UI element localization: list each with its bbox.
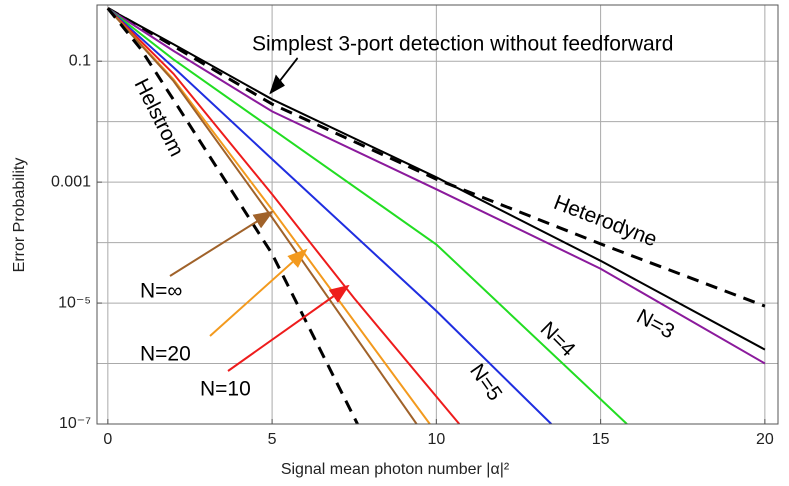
y-axis-label: Error Probability [11,158,28,273]
y-tick-label: 10⁻⁵ [58,294,91,311]
x-tick-label: 20 [756,431,774,448]
x-tick-label: 10 [427,431,445,448]
annotation: N=∞ [140,280,182,303]
y-tick-label: 0.001 [51,173,91,190]
annotation: N=20 [140,343,191,366]
grid [97,5,778,425]
x-tick-label: 15 [592,431,610,448]
series-line [107,6,766,308]
arrow [209,248,308,337]
ticks: 0 5 10 15 20 0.1 0.001 10⁻⁵ 10⁻⁷ [51,52,774,448]
annotation: N=10 [200,378,251,401]
x-tick-label: 0 [103,431,112,448]
arrow [169,210,274,277]
y-tick-label: 10⁻⁷ [59,415,91,432]
x-tick-label: 5 [268,431,277,448]
x-axis-label: Signal mean photon number |α|² [281,461,510,478]
annotation: N=4 [536,317,580,361]
plot-frame [96,4,779,425]
annotation: N=5 [465,360,506,405]
annotation: Simplest 3-port detection without feedfo… [252,33,673,56]
arrow [227,284,350,372]
lines [106,6,766,424]
series-line [107,7,766,365]
series-line [107,7,553,424]
series-line [107,7,418,424]
series-line [107,7,461,424]
arrow [269,57,299,95]
y-tick-label: 0.1 [69,52,91,69]
series-line [107,7,628,424]
